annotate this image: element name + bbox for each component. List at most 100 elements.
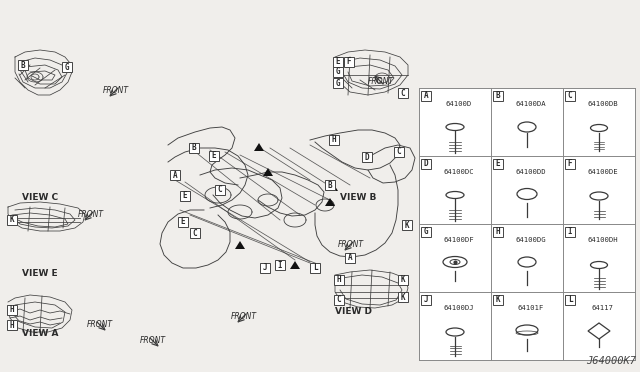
Text: L: L (568, 295, 572, 305)
Bar (419, 88, 635, 360)
Bar (329, 135, 339, 145)
Text: 64100DB: 64100DB (588, 101, 618, 107)
Polygon shape (235, 241, 245, 249)
Bar (170, 170, 180, 180)
Text: B: B (496, 92, 500, 100)
Bar (421, 227, 431, 237)
Text: FRONT: FRONT (77, 210, 104, 219)
Bar (334, 275, 344, 285)
Bar (421, 295, 431, 305)
Bar (493, 295, 503, 305)
Text: G: G (424, 228, 428, 237)
Ellipse shape (518, 122, 536, 132)
Bar (565, 227, 575, 237)
Text: C: C (568, 92, 572, 100)
Text: C: C (397, 148, 401, 157)
Text: G: G (336, 78, 340, 87)
Bar (565, 295, 575, 305)
Bar (209, 151, 219, 161)
Text: FRONT: FRONT (337, 240, 364, 249)
Bar (565, 159, 575, 169)
Text: F: F (568, 160, 572, 169)
Text: G: G (65, 62, 69, 71)
Ellipse shape (446, 192, 464, 199)
Text: 64117: 64117 (591, 305, 614, 311)
Bar (180, 191, 190, 201)
Bar (421, 91, 431, 101)
Bar (344, 57, 354, 67)
Text: C: C (337, 295, 341, 305)
Bar (7, 305, 17, 315)
Text: 64100DA: 64100DA (515, 101, 546, 107)
Text: E: E (336, 58, 340, 67)
Bar (333, 57, 343, 67)
Text: VIEW E: VIEW E (22, 269, 58, 279)
Ellipse shape (590, 192, 608, 200)
Text: C: C (401, 89, 405, 97)
Bar (565, 91, 575, 101)
Text: B: B (328, 180, 332, 189)
Bar (493, 91, 503, 101)
Text: K: K (496, 295, 500, 305)
Text: E: E (212, 151, 216, 160)
Text: H: H (337, 276, 341, 285)
Ellipse shape (443, 257, 467, 267)
Bar (275, 260, 285, 270)
Bar (215, 185, 225, 195)
Ellipse shape (518, 257, 536, 267)
Bar (334, 295, 344, 305)
Polygon shape (254, 143, 264, 151)
Ellipse shape (591, 125, 607, 131)
Bar (189, 143, 199, 153)
Text: 64100DD: 64100DD (515, 169, 546, 175)
Text: B: B (20, 61, 26, 70)
Text: FRONT: FRONT (102, 86, 129, 95)
Text: H: H (332, 135, 336, 144)
Text: 64101F: 64101F (518, 305, 544, 311)
Text: C: C (218, 186, 222, 195)
Text: FRONT: FRONT (140, 336, 166, 345)
Text: J64000K7: J64000K7 (586, 356, 636, 366)
Bar (398, 88, 408, 98)
Text: G: G (336, 67, 340, 77)
Bar (190, 228, 200, 238)
Text: 64100DJ: 64100DJ (444, 305, 474, 311)
Ellipse shape (450, 260, 460, 264)
Text: 64100DG: 64100DG (515, 237, 546, 243)
Text: FRONT: FRONT (86, 320, 113, 329)
Bar (178, 217, 188, 227)
Text: K: K (404, 221, 410, 230)
Text: F: F (347, 58, 351, 67)
Polygon shape (263, 168, 273, 176)
Text: C: C (193, 228, 197, 237)
Text: A: A (424, 92, 428, 100)
Text: 64100DC: 64100DC (444, 169, 474, 175)
Polygon shape (588, 323, 610, 339)
Text: E: E (180, 218, 186, 227)
Bar (398, 292, 408, 302)
Text: E: E (182, 192, 188, 201)
Text: D: D (365, 153, 369, 161)
Text: 64100D: 64100D (445, 101, 472, 107)
Text: VIEW A: VIEW A (22, 330, 58, 339)
Ellipse shape (591, 262, 607, 269)
Text: I: I (568, 228, 572, 237)
Ellipse shape (517, 189, 537, 199)
Text: VIEW C: VIEW C (22, 192, 58, 202)
Ellipse shape (446, 124, 464, 131)
Text: 64100DH: 64100DH (588, 237, 618, 243)
Text: K: K (10, 215, 14, 224)
Bar (394, 147, 404, 157)
Bar (260, 263, 270, 273)
Text: I: I (278, 260, 282, 269)
Text: A: A (348, 253, 352, 263)
Text: D: D (424, 160, 428, 169)
Text: 64100DF: 64100DF (444, 237, 474, 243)
Bar (18, 60, 28, 70)
Text: H: H (10, 321, 14, 330)
Text: K: K (401, 276, 405, 285)
Text: L: L (313, 263, 317, 273)
Text: VIEW D: VIEW D (335, 308, 372, 317)
Polygon shape (325, 198, 335, 206)
Bar (493, 227, 503, 237)
